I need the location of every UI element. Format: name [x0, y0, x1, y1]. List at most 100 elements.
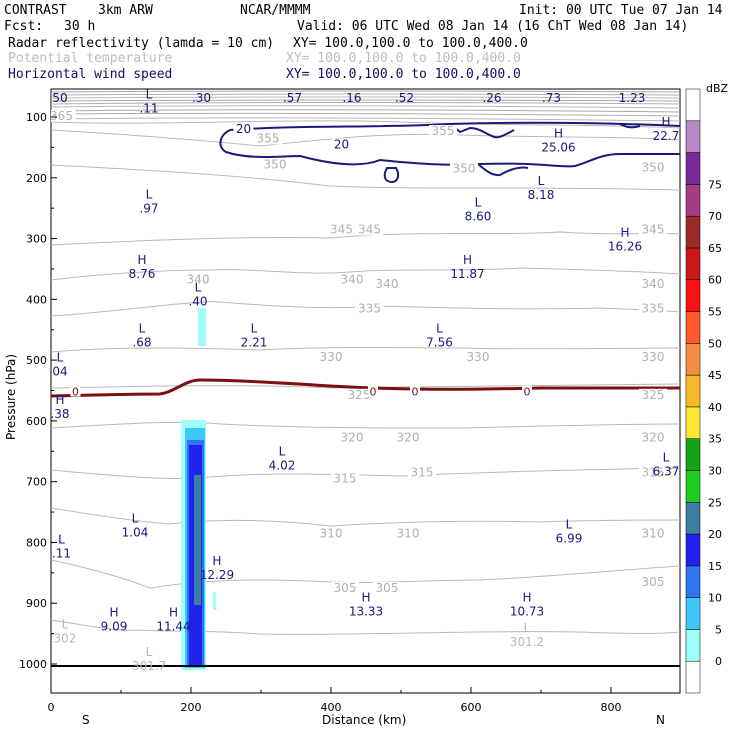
theta-label-bg-14	[639, 302, 667, 315]
wind-label-bg-1	[331, 138, 352, 151]
colorbar-level-2: 10	[708, 592, 722, 605]
colorbar-cell-3	[685, 565, 701, 598]
x-tick-label-3: 600	[461, 701, 482, 714]
wind-extremum-value-2: .57	[283, 91, 302, 105]
wind-extremum-type-1: L	[198, 77, 205, 91]
theta-label-bg-1	[254, 132, 282, 145]
wind-label-bg-0	[233, 123, 254, 136]
wind-extremum-type-17: L	[195, 280, 202, 294]
theta-extremum-value-2: 301.2	[510, 635, 544, 649]
theta-label-11: 340	[376, 277, 399, 291]
colorbar-level-13: 65	[708, 242, 722, 255]
wind-extremum-value-13: 8.18	[528, 188, 555, 202]
colorbar-level-12: 60	[708, 274, 722, 287]
header: CONTRAST 3km ARW NCAR/MMMM Init: 00 UTC …	[4, 3, 723, 82]
theta-label-31: 305	[642, 575, 665, 589]
theta-label-bg-17	[639, 351, 667, 364]
wind-extremum-value-27: .11	[52, 547, 71, 561]
zero-label-bg-2	[410, 385, 420, 397]
theta-label-bg-2	[429, 125, 457, 138]
wind-extremum-type-23: L	[279, 445, 286, 459]
theta-label-12: 340	[642, 277, 665, 291]
colorbar-cell-1	[685, 629, 701, 662]
wind-extremum-type-0: L	[57, 77, 64, 91]
theta-label-30: 305	[376, 581, 399, 595]
zero-isotherm-labels: 0 0 0 0	[70, 385, 532, 399]
y-axis-label: Pressure (hPa)	[4, 354, 18, 440]
wind-extremum-type-29: H	[361, 590, 370, 604]
zero-isotherm-label-0: 0	[72, 386, 79, 399]
field-reflectivity-name: Radar reflectivity (lamda = 10 cm)	[8, 36, 274, 51]
theta-label-18: 325	[348, 388, 371, 402]
wind-extremum-type-5: L	[489, 77, 496, 91]
wind-extremum-value-15: 8.76	[129, 267, 156, 281]
colorbar-level-1: 5	[715, 623, 722, 636]
header-title: CONTRAST	[4, 3, 67, 18]
theta-label-bg-7	[355, 223, 384, 236]
theta-extremum-value-1: 301.7	[132, 659, 166, 673]
wind-extremum-value-23: 4.02	[269, 459, 296, 473]
wind-extremum-value-16: 11.87	[450, 267, 484, 281]
x-end-label: N	[656, 713, 665, 727]
x-tick-label-4: 800	[601, 701, 622, 714]
wind-extremum-value-31: 9.09	[101, 620, 128, 634]
y-tick-label-7: 800	[26, 536, 47, 549]
wind-extremum-type-28: H	[212, 554, 221, 568]
theta-label-bg-25	[639, 466, 667, 479]
theta-label-bg-9	[184, 273, 212, 286]
field-theta-xy: XY= 100.0,100.0 to 100.0,400.0	[286, 51, 521, 66]
wind-extremum-value-7: 1.23	[619, 91, 646, 105]
colorbar-cell-10	[685, 343, 701, 376]
wind-extremum-value-28: 12.29	[200, 568, 234, 582]
colorbar-units: dBZ	[706, 82, 729, 95]
wind-extremum-value-11: .97	[139, 201, 158, 215]
wind-extremum-value-12: 8.60	[465, 209, 492, 223]
wind-extremum-value-14: 16.26	[608, 240, 642, 254]
theta-label-13: 335	[358, 301, 381, 315]
y-tick-label-1: 200	[26, 172, 47, 185]
colorbar-cell-17	[685, 120, 701, 153]
theta-label-bg-15	[317, 351, 345, 364]
theta-label-bg-16	[464, 351, 492, 364]
wind-extremum-type-2: L	[289, 77, 296, 91]
zero-label-bg-1	[368, 385, 378, 397]
wind-extremum-type-25: L	[132, 511, 139, 525]
theta-label-22: 320	[642, 430, 665, 444]
upper-isentrope-bundle	[51, 90, 680, 122]
colorbar-level-5: 25	[708, 496, 722, 509]
theta-label-bg-21	[394, 431, 422, 444]
y-tick-label-2: 300	[26, 233, 47, 246]
header-org: NCAR/MMMM	[240, 3, 311, 18]
wind-extremum-value-21: 04	[52, 364, 67, 378]
theta-label-8: 345	[642, 222, 665, 236]
theta-label-17: 330	[642, 350, 665, 364]
wind-extremum-type-18: L	[139, 322, 146, 336]
theta-label-28: 310	[642, 526, 665, 540]
wind-extremum-type-9: H	[554, 127, 563, 141]
theta-label-bg-11	[373, 278, 401, 291]
theta-extremum-type-2: L	[524, 621, 531, 635]
theta-label-29: 305	[334, 581, 357, 595]
colorbar-cell-8	[685, 406, 701, 439]
wind-extremum-type-21: L	[57, 350, 64, 364]
theta-label-15: 330	[320, 350, 343, 364]
zero-isotherm	[51, 378, 680, 398]
zero-isotherm-label-1: 0	[370, 386, 377, 399]
theta-label-20: 320	[341, 430, 364, 444]
wind-extrema: L50L.30L.57L.16L.52L.26L.73L1.23L.11H25.…	[51, 77, 679, 634]
header-init: Init: 00 UTC Tue 07 Jan 14	[519, 3, 723, 18]
x-tick-label-0: 0	[48, 701, 55, 714]
wind-extremum-value-29: 13.33	[349, 604, 383, 618]
x-start-label: S	[82, 713, 90, 727]
theta-label-24: 315	[411, 466, 434, 480]
theta-label-14: 335	[642, 301, 665, 315]
theta-label-0: 365	[50, 109, 73, 123]
theta-label-bg-8	[639, 223, 667, 236]
wind-extremum-value-32: 11.44	[156, 620, 190, 634]
theta-label-bg-18	[345, 388, 373, 401]
wind-extremum-type-12: L	[475, 195, 482, 209]
colorbar-cell-14	[685, 215, 701, 249]
theta-label-bg-10	[338, 273, 366, 286]
colorbar-level-4: 20	[708, 528, 722, 541]
zero-label-bg-0	[70, 385, 81, 397]
